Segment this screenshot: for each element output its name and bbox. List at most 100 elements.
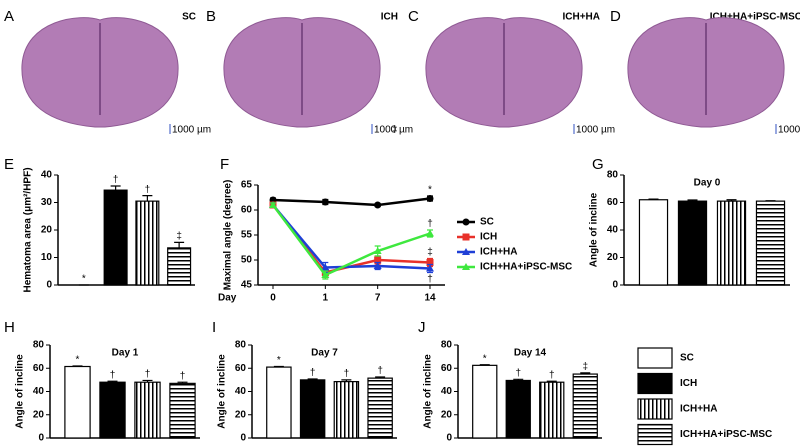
significance-mark: * [428,185,432,196]
panel-letter: E [4,156,14,173]
scale-label: 1000 µm [374,125,413,136]
significance-mark: † [344,369,350,380]
significance-mark: † [110,370,116,381]
significance-mark: † [310,368,316,379]
y-tick-label: 20 [235,409,247,420]
legend-label: ICH+HA+iPSC-MSC [680,429,772,440]
y-tick-label: 0 [446,433,452,444]
bar [134,381,161,439]
x-axis-label: Day [218,293,237,304]
legend-swatch [637,398,673,420]
bar [266,366,292,439]
chart-title: Day 14 [514,348,547,359]
legend-label: ICH [480,232,497,243]
bar [367,377,393,439]
y-axis-label: Angle of incline [15,354,26,429]
error-bar [177,381,188,384]
data-point [426,264,434,272]
panel-letter: F [220,156,229,173]
error-bar [142,379,153,383]
legend-label: SC [480,217,494,228]
y-tick-label: 0 [612,280,618,291]
bar [299,379,326,439]
image-label: ICH+HA [562,12,600,23]
legend-marker [462,233,470,241]
error-bar [307,378,318,380]
error-bar [580,372,591,375]
data-point [426,259,434,266]
y-tick-label: 60 [241,205,253,216]
y-tick-label: 40 [41,170,53,181]
error-bar [648,198,659,200]
y-tick-label: 0 [240,433,246,444]
legend-label: ICH+HA [480,247,518,258]
bar [638,199,669,286]
y-tick-label: 20 [607,252,619,263]
chart-title: Day 7 [311,348,338,359]
data-point [426,229,434,237]
bar [169,382,196,439]
scale-label: 1000 µm [172,125,211,136]
data-point [373,262,382,269]
error-bar [107,380,118,383]
bar [539,381,565,439]
significance-mark: ‡ [176,231,182,242]
y-tick-label: 60 [607,197,619,208]
error-bar [375,376,386,379]
significance-mark: * [483,353,487,364]
legend-swatch [637,423,673,446]
data-point [374,256,382,264]
legend-swatch [637,372,673,395]
data-point [321,198,329,206]
y-tick-label: 60 [33,363,45,374]
chart-title: Day 1 [112,348,139,359]
bar [505,379,531,439]
panel-letter: G [592,156,604,173]
data-point [374,201,382,209]
data-point [321,271,330,278]
panel-letter: B [206,8,216,25]
panel-letter: D [610,8,621,25]
scale-label: 1000 µm [778,125,800,136]
x-tick-label: 1 [323,293,329,304]
legend-label: SC [680,353,694,364]
bar [135,200,160,286]
y-tick-label: 65 [241,180,253,191]
image-label: ICH [381,12,398,23]
significance-mark: † [113,175,119,186]
bar [333,381,360,439]
series-line [272,204,431,270]
panel-letter: I [212,319,216,336]
series-line [271,204,431,277]
bar [677,200,708,286]
significance-mark: † [180,371,186,382]
error-bar [142,195,153,202]
image-label: ICH+HA+iPSC-MSC [710,12,800,23]
scale-label: 1000 µm [576,125,615,136]
y-tick-label: 40 [33,386,45,397]
data-point [426,195,434,202]
significance-mark: † [377,366,383,377]
y-tick-label: 80 [607,170,619,181]
y-axis-label: Angle of incline [217,354,228,429]
bar [755,200,786,286]
chart-title: Day 0 [694,178,721,189]
significance-mark: † [515,368,521,379]
error-bar [726,199,737,202]
panel-letter: A [4,8,14,25]
error-bar [341,379,352,382]
significance-mark: † [549,370,555,381]
error-bar [174,241,185,248]
y-tick-label: 80 [33,340,45,351]
bar [103,189,128,286]
error-bar [72,365,83,367]
y-tick-label: 20 [33,409,45,420]
y-axis-label: Angle of incline [423,354,434,429]
x-tick-label: 14 [424,293,436,304]
y-axis-label: Hematoma area (μm²/HPF) [23,167,34,292]
y-tick-label: 40 [441,386,453,397]
y-tick-label: 30 [41,197,53,208]
series-line [272,197,431,207]
legend-marker [462,248,470,255]
